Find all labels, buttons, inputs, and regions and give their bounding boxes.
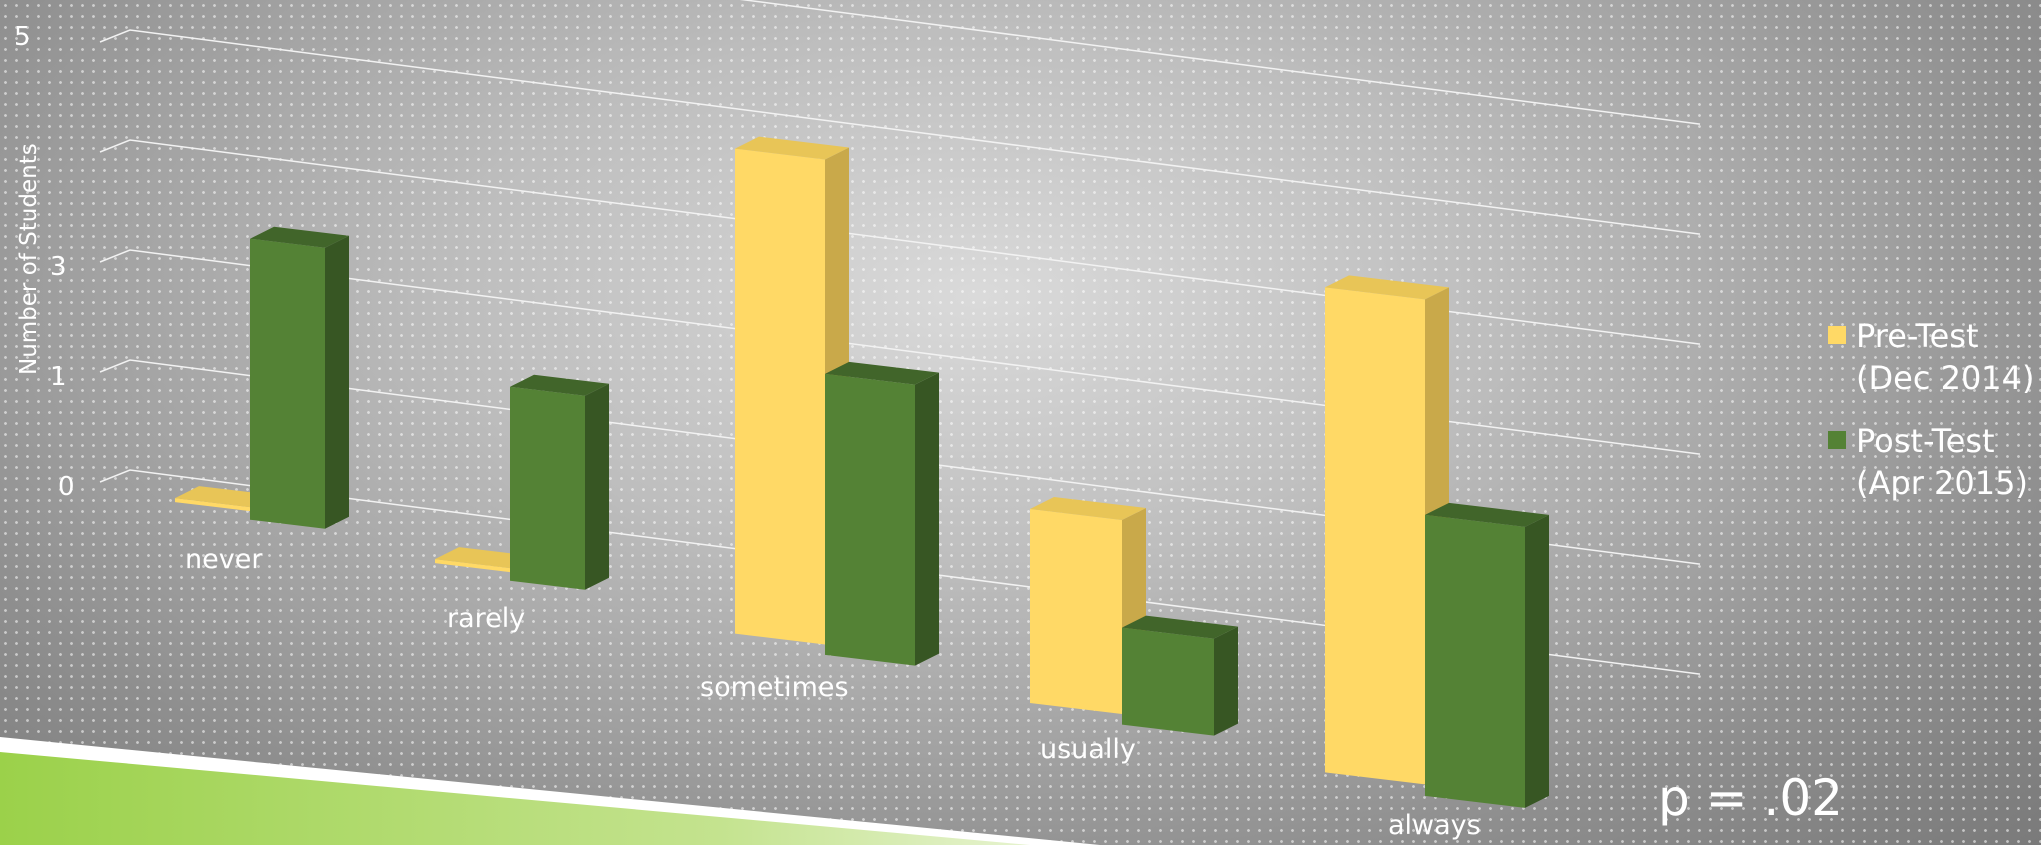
y-axis-label: Number of Students (16, 143, 42, 375)
legend-label-pre-test: Pre-Test (Dec 2014) (1856, 317, 2035, 397)
y-tick-3: 3 (50, 252, 67, 282)
bar-pre-test-usually (1030, 497, 1146, 715)
y-tick-1: 1 (50, 362, 67, 392)
y-tick-5: 5 (14, 22, 31, 52)
gridline-1 (99, 359, 1701, 565)
bar-post-test-always (1425, 502, 1549, 808)
legend-swatch-post-test (1828, 431, 1846, 449)
legend-swatch-pre-test (1828, 326, 1846, 344)
gridline-3 (99, 139, 1701, 345)
gridline-5 (739, 0, 1701, 125)
category-label-sometimes: sometimes (700, 672, 849, 703)
gridline-4 (99, 29, 1701, 235)
gridline-0 (99, 469, 1701, 675)
category-labels: never rarely sometimes usually always (185, 544, 1481, 841)
bar-post-test-sometimes (825, 361, 939, 666)
gridlines (99, 0, 1701, 675)
bars (175, 136, 1549, 808)
accent-stripe-green (0, 752, 1030, 845)
category-label-usually: usually (1040, 734, 1136, 765)
bar-post-test-usually (1122, 615, 1238, 736)
legend: Pre-Test (Dec 2014) Post-Test (Apr 2015) (1828, 317, 2035, 502)
legend-label-post-test: Post-Test (Apr 2015) (1856, 422, 2028, 502)
bar-post-test-rarely (510, 374, 609, 590)
gridline-2 (99, 249, 1701, 455)
y-tick-0: 0 (58, 472, 75, 502)
bar-post-test-never (250, 226, 349, 529)
category-label-never: never (185, 544, 263, 575)
category-label-always: always (1388, 810, 1481, 841)
p-value-annotation: p = .02 (1658, 769, 1843, 827)
y-axis-ticks: 0 1 3 5 (14, 22, 75, 502)
category-label-rarely: rarely (447, 603, 525, 634)
